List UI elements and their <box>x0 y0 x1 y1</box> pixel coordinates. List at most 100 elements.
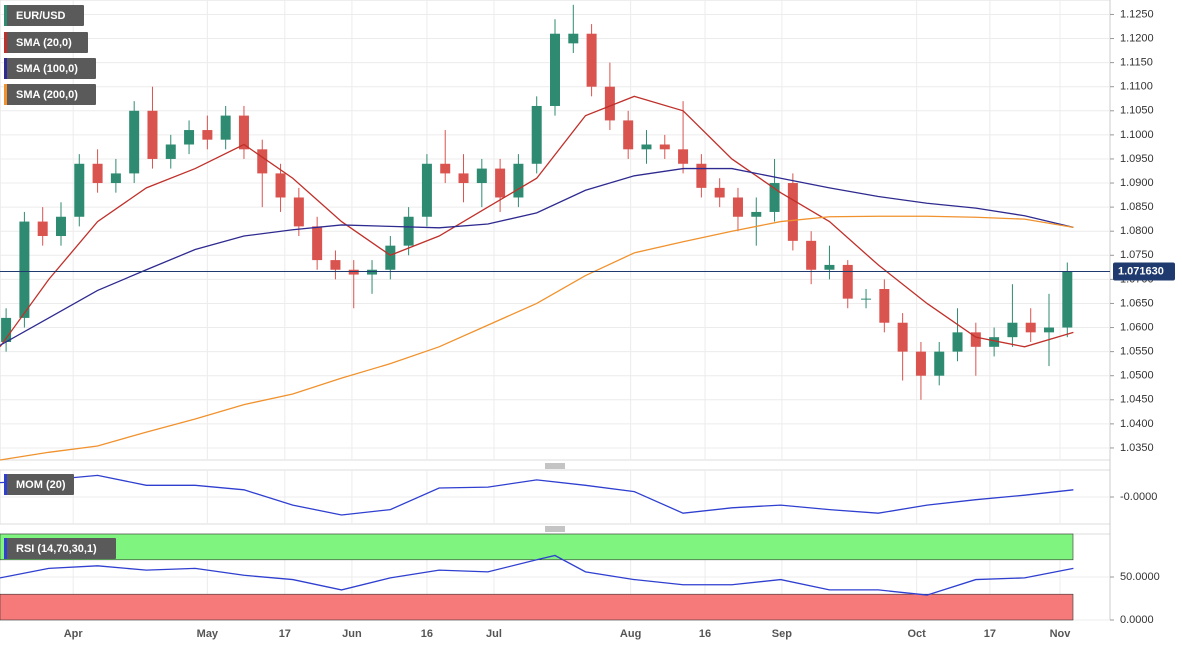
y-tick-label: 1.0500 <box>1120 370 1154 382</box>
candle-body <box>604 86 615 121</box>
resize-handle[interactable] <box>545 526 565 532</box>
candle-body <box>1062 271 1073 328</box>
x-tick-label: Nov <box>1050 628 1072 640</box>
x-tick-label: Jul <box>486 628 502 640</box>
last-price-label: 1.071630 <box>1118 265 1164 277</box>
candle-body <box>184 130 195 145</box>
candle-body <box>952 332 963 352</box>
sma-line <box>0 167 1074 346</box>
y-tick-label: 1.0850 <box>1120 201 1154 213</box>
candle-body <box>293 197 304 227</box>
last-price-box <box>1113 262 1175 281</box>
candle-body <box>147 110 158 159</box>
candle-body <box>476 168 487 184</box>
y-tick-label: 1.0600 <box>1120 321 1154 333</box>
candle-body <box>220 115 231 140</box>
candle-body <box>769 183 780 212</box>
rsi-band <box>0 533 1074 561</box>
candle-body <box>915 351 926 376</box>
x-tick-label: 16 <box>699 628 711 640</box>
candle-body <box>861 298 872 300</box>
candle-body <box>202 130 213 140</box>
y-tick-label: 1.0450 <box>1120 394 1154 406</box>
candle-body <box>110 173 121 184</box>
candle-body <box>806 240 817 270</box>
candle-body <box>367 269 378 275</box>
candle-body <box>934 351 945 376</box>
legend-entry: SMA (20,0) <box>16 37 72 49</box>
candle-body <box>257 149 268 174</box>
candle-body <box>970 332 981 347</box>
candle-body <box>330 260 341 270</box>
candle-body <box>1007 322 1018 338</box>
legend-entry-stripe <box>4 474 7 495</box>
y-tick-label: 1.0950 <box>1120 153 1154 165</box>
legend-entry: MOM (20) <box>16 479 66 491</box>
resize-handle[interactable] <box>545 463 565 469</box>
rsi-band <box>0 593 1074 621</box>
candle-body <box>513 163 524 198</box>
x-tick-label: Oct <box>907 628 926 640</box>
y-tick-label: 50.0000 <box>1120 571 1160 583</box>
x-tick-label: Jun <box>342 628 362 640</box>
legend-entry-box <box>4 474 74 495</box>
candle-body <box>385 245 396 270</box>
y-tick-label: 1.0750 <box>1120 249 1154 261</box>
y-tick-label: 1.1050 <box>1120 105 1154 117</box>
indicator-line <box>0 554 1074 596</box>
candle-body <box>403 216 414 246</box>
candle-body <box>989 337 1000 347</box>
candle-body <box>1 317 12 342</box>
candle-body <box>623 120 634 150</box>
x-tick-label: 16 <box>421 628 433 640</box>
legend-entry-box <box>4 538 116 559</box>
legend-entry-box <box>4 58 96 79</box>
x-tick-label: Sep <box>772 628 792 640</box>
y-tick-label: 1.0900 <box>1120 177 1154 189</box>
candle-body <box>751 211 762 217</box>
candle-body <box>824 264 835 270</box>
candle-body <box>787 183 798 241</box>
legend-entry-stripe <box>4 84 7 105</box>
candle-body <box>678 149 689 164</box>
x-tick-label: 17 <box>984 628 996 640</box>
legend-entry-box <box>4 84 96 105</box>
candle-body <box>421 163 432 217</box>
candle-body <box>92 163 103 184</box>
candle-body <box>37 221 48 237</box>
y-tick-label: 1.1100 <box>1120 81 1153 93</box>
candle-body <box>531 105 542 164</box>
y-tick-label: 1.0800 <box>1120 225 1154 237</box>
candle-body <box>1044 327 1055 333</box>
x-tick-label: May <box>197 628 219 640</box>
sma-line <box>0 95 1074 348</box>
candle-body <box>458 173 469 184</box>
y-tick-label: 0.0000 <box>1120 614 1154 626</box>
legend-entry-stripe <box>4 32 7 53</box>
sma-line <box>0 215 1074 461</box>
candle-body <box>495 168 506 198</box>
candle-body <box>714 187 725 198</box>
legend-entry: RSI (14,70,30,1) <box>16 543 97 555</box>
y-tick-label: 1.0550 <box>1120 346 1154 358</box>
candle-body <box>312 226 323 261</box>
legend-entry: EUR/USD <box>16 10 66 22</box>
legend-entry-stripe <box>4 538 7 559</box>
y-tick-label: 1.1200 <box>1120 32 1154 44</box>
y-tick-label: 1.1150 <box>1120 57 1153 69</box>
candle-body <box>550 33 560 106</box>
y-tick-label: 1.0400 <box>1120 418 1154 430</box>
y-tick-label: 1.0650 <box>1120 297 1154 309</box>
legend-entry-stripe <box>4 58 7 79</box>
candle-body <box>19 221 30 318</box>
candle-body <box>129 110 140 174</box>
y-tick-label: 1.1250 <box>1120 8 1154 20</box>
candle-body <box>348 269 359 275</box>
legend-entry-box <box>4 32 88 53</box>
legend-entry: SMA (200,0) <box>16 89 78 101</box>
candle-body <box>238 115 249 150</box>
y-tick-label: 1.0350 <box>1120 442 1154 454</box>
candle-body <box>165 144 176 159</box>
candle-body <box>275 173 286 198</box>
